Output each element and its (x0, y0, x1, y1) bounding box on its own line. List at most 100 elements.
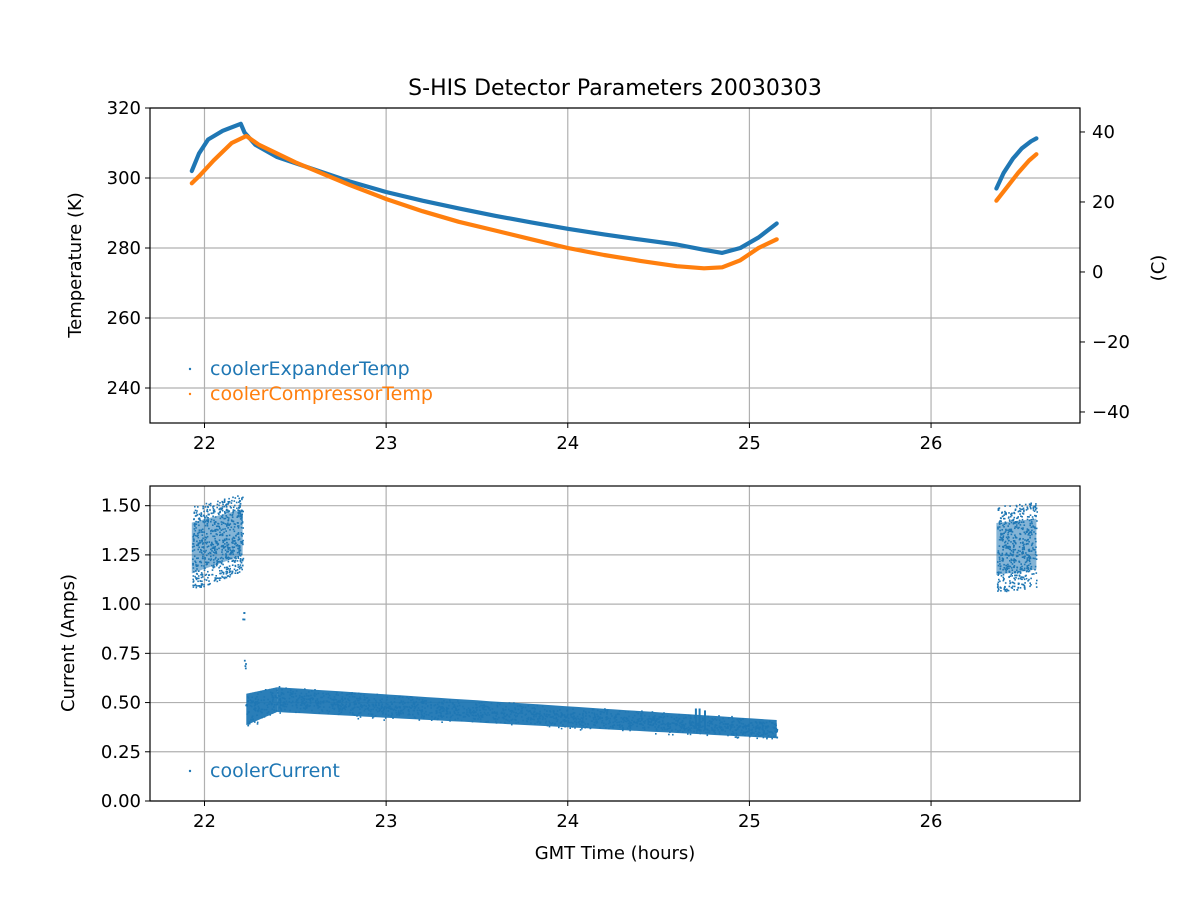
cooler-current-point (238, 571, 241, 573)
cooler-current-point (472, 714, 475, 717)
cooler-current-point (193, 555, 196, 558)
cooler-current-point (391, 712, 393, 714)
cooler-current-point (549, 722, 551, 724)
cooler-current-point (756, 726, 759, 729)
cooler-current-point (226, 551, 228, 553)
cooler-current-point (1021, 508, 1024, 511)
cooler-current-point (548, 720, 550, 723)
cooler-current-point (501, 712, 504, 714)
cooler-current-point (1014, 536, 1017, 538)
cooler-current-point (279, 699, 282, 702)
cooler-current-point (998, 507, 1001, 509)
cooler-current-point (274, 694, 277, 697)
cooler-current-point (201, 539, 203, 542)
cooler-current-point (230, 526, 233, 529)
cooler-current-point (605, 727, 607, 729)
cooler-current-point (384, 717, 387, 719)
cooler-current-point (238, 554, 241, 556)
cooler-current-point (671, 722, 674, 724)
cooler-current-point (1030, 565, 1033, 568)
cooler-current-point (306, 706, 308, 708)
cooler-current-point (280, 709, 283, 711)
cooler-current-point (1019, 537, 1021, 540)
cooler-current-point (263, 699, 265, 701)
cooler-current-point (225, 537, 228, 540)
cooler-current-point (1018, 560, 1020, 563)
cooler-current-point (304, 708, 307, 710)
cooler-current-point (385, 707, 388, 709)
cooler-current-point (455, 714, 458, 716)
cooler-current-point (427, 714, 430, 716)
cooler-current-point (272, 696, 275, 699)
cooler-current-point (997, 573, 1000, 575)
cooler-current-point (1027, 534, 1030, 536)
cooler-current-point (401, 696, 404, 698)
cooler-current-point (204, 561, 207, 563)
cooler-current-point (288, 700, 291, 703)
cooler-current-point (597, 718, 599, 720)
cooler-current-point (656, 718, 658, 720)
cooler-current-point (533, 714, 536, 716)
cooler-current-point (1019, 532, 1021, 535)
cooler-current-point (296, 706, 298, 709)
cooler-current-point (604, 708, 606, 710)
cooler-current-point (704, 731, 707, 734)
cooler-current-point (1034, 565, 1037, 568)
cooler-current-point (1029, 505, 1031, 507)
cooler-current-point (405, 705, 407, 708)
cooler-current-point (559, 709, 561, 711)
cooler-current-point (609, 717, 611, 720)
cooler-current-point (1033, 573, 1035, 575)
cooler-current-point (332, 703, 334, 706)
cooler-current-point (997, 584, 999, 586)
cooler-current-point (337, 701, 340, 704)
cooler-current-transition-point (243, 659, 246, 662)
cooler-current-point (232, 528, 235, 531)
cooler-current-point (1029, 522, 1032, 525)
cooler-current-point (222, 546, 225, 548)
cooler-current-point (1010, 573, 1013, 575)
celsius-y-tick-label: 0 (1092, 262, 1103, 283)
cooler-current-point (742, 731, 745, 733)
cooler-current-point (222, 503, 224, 506)
cooler-current-point (402, 708, 405, 711)
cooler-current-point (237, 564, 239, 566)
cooler-current-point (375, 703, 377, 705)
cooler-current-point (283, 705, 286, 707)
cooler-current-point (1014, 508, 1017, 511)
cooler-current-point (1002, 568, 1004, 571)
cooler-current-point (680, 727, 683, 730)
cooler-current-point (333, 696, 336, 698)
cooler-current-point (201, 574, 203, 576)
cooler-current-point (1004, 544, 1006, 547)
cooler-current-point (204, 524, 207, 527)
cooler-current-point (1012, 523, 1015, 525)
cooler-current-point (525, 713, 527, 715)
cooler-current-point (220, 556, 223, 559)
cooler-current-point (495, 722, 498, 724)
cooler-current-point (239, 549, 242, 552)
cooler-current-point (348, 699, 351, 702)
cooler-current-point (572, 713, 574, 715)
cooler-current-point (1033, 510, 1036, 512)
cooler-current-point (616, 721, 618, 724)
cooler-current-point (599, 717, 601, 720)
cooler-current-point (257, 709, 260, 711)
cooler-current-point (1035, 515, 1037, 518)
cooler-current-point (1023, 567, 1026, 570)
cooler-current-point (738, 718, 740, 720)
cooler-current-point (749, 735, 751, 738)
cooler-current-point (735, 732, 738, 735)
cooler-current-point (744, 734, 746, 737)
cooler-current-point (224, 543, 226, 545)
cooler-current-point (737, 720, 740, 722)
cooler-current-point (502, 708, 504, 710)
cooler-current-point (237, 547, 239, 550)
cooler-current-point (256, 700, 259, 703)
cooler-current-point (237, 532, 240, 534)
cooler-current-point (641, 711, 644, 714)
cooler-current-point (321, 709, 323, 711)
cooler-current-point (443, 700, 445, 702)
cooler-current-point (205, 549, 207, 552)
cooler-current-point (215, 577, 218, 579)
